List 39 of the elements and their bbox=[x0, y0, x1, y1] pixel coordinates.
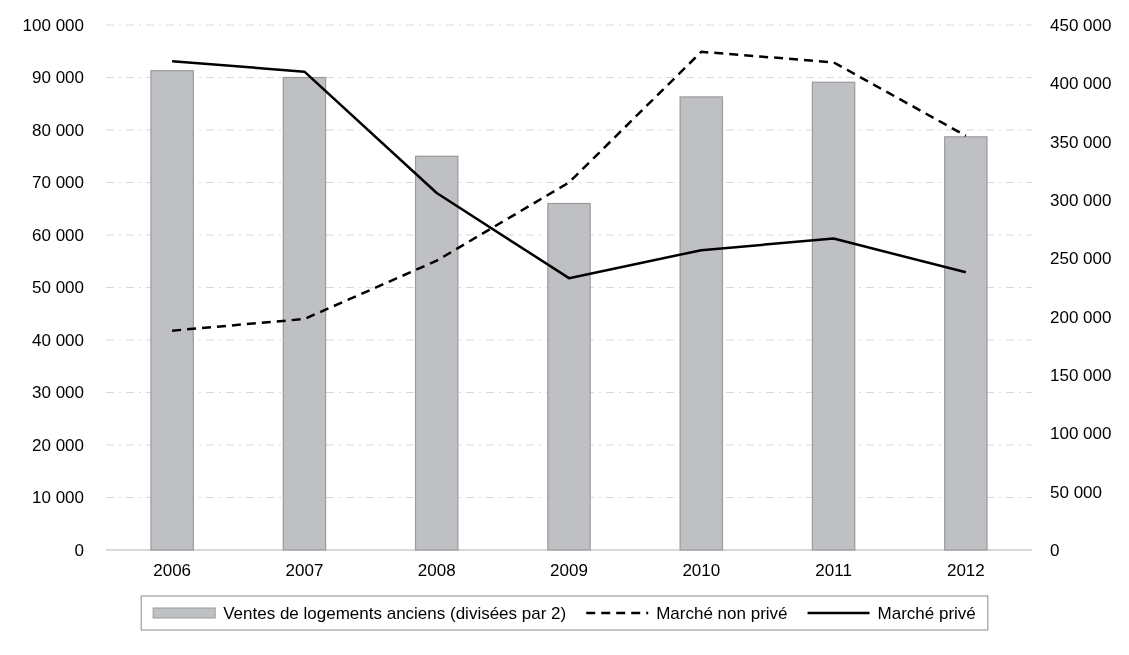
legend-label: Ventes de logements anciens (divisées par 2) bbox=[223, 604, 567, 623]
x-tick-label: 2006 bbox=[153, 561, 192, 581]
y2-tick-label: 50 000 bbox=[1050, 482, 1102, 502]
line-series bbox=[170, 50, 968, 332]
bar bbox=[944, 136, 988, 551]
y-tick-label: 100 000 bbox=[22, 15, 84, 35]
y2-tick-label: 350 000 bbox=[1050, 132, 1112, 152]
legend-label: Marché privé bbox=[877, 604, 976, 623]
y-tick-label: 40 000 bbox=[32, 330, 84, 350]
legend-label: Marché non privé bbox=[656, 604, 788, 623]
y2-tick-label: 250 000 bbox=[1050, 249, 1112, 269]
bar bbox=[547, 202, 591, 551]
y-tick-label: 0 bbox=[74, 540, 84, 560]
x-tick-label: 2010 bbox=[682, 561, 721, 581]
x-tick-label: 2012 bbox=[946, 561, 985, 581]
x-tick-label: 2008 bbox=[417, 561, 456, 581]
y-tick-label: 20 000 bbox=[32, 435, 84, 455]
y2-tick-label: 150 000 bbox=[1050, 365, 1112, 385]
y-tick-label: 50 000 bbox=[32, 278, 84, 298]
y-tick-label: 90 000 bbox=[32, 68, 84, 88]
y2-tick-label: 100 000 bbox=[1050, 424, 1112, 444]
x-tick-label: 2007 bbox=[285, 561, 324, 581]
bar bbox=[282, 76, 327, 551]
y2-tick-label: 450 000 bbox=[1050, 15, 1112, 35]
y2-tick-label: 200 000 bbox=[1050, 307, 1112, 327]
y2-tick-label: 400 000 bbox=[1050, 74, 1112, 94]
bar bbox=[150, 70, 194, 551]
bar bbox=[679, 96, 724, 551]
y-tick-label: 70 000 bbox=[32, 173, 84, 193]
y-tick-label: 30 000 bbox=[32, 383, 84, 403]
y-tick-label: 80 000 bbox=[32, 120, 84, 140]
y2-tick-label: 300 000 bbox=[1050, 190, 1112, 210]
bar bbox=[414, 155, 459, 551]
x-tick-label: 2009 bbox=[550, 561, 588, 581]
x-tick-label: 2011 bbox=[815, 561, 852, 581]
y2-tick-label: 0 bbox=[1050, 540, 1060, 560]
y-tick-label: 60 000 bbox=[32, 225, 84, 245]
bar bbox=[811, 81, 856, 551]
y-tick-label: 10 000 bbox=[32, 488, 84, 508]
